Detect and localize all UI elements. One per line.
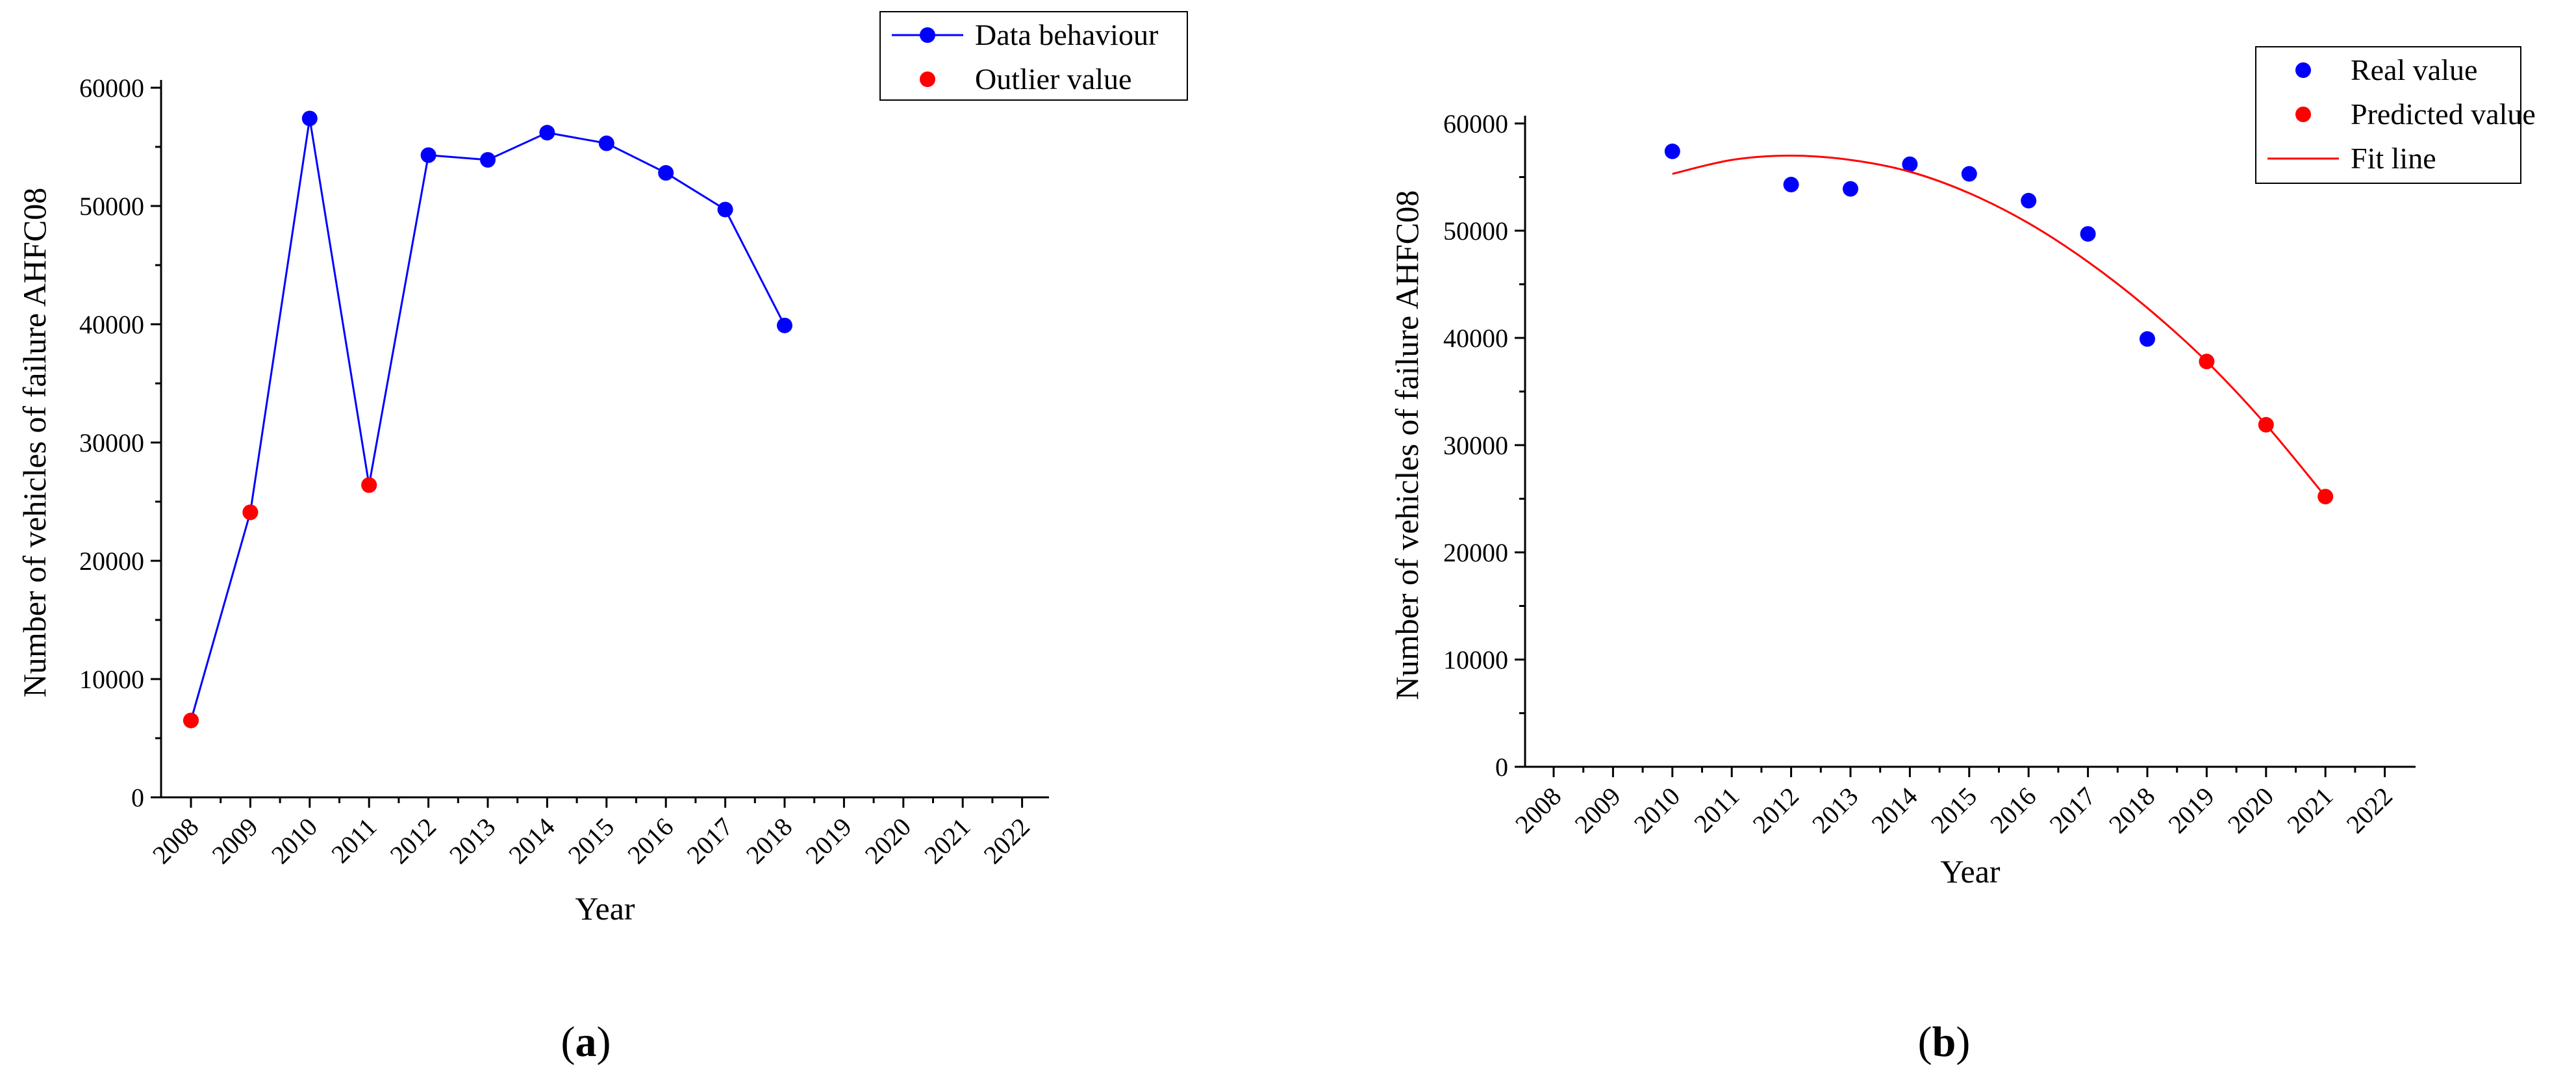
x-tick-label: 2018 xyxy=(740,812,798,869)
legend-label: Fit line xyxy=(2351,142,2436,175)
y-tick-label: 40000 xyxy=(79,310,144,339)
data-point xyxy=(2021,192,2037,209)
x-tick-label: 2011 xyxy=(325,812,382,869)
y-tick-label: 10000 xyxy=(79,665,144,694)
series-line-2 xyxy=(1672,154,2327,498)
data-point xyxy=(242,504,259,521)
y-axis-label: Number of vehicles of failure AHFC08 xyxy=(1389,190,1425,701)
x-tick-label: 2021 xyxy=(918,812,976,869)
y-tick-label: 40000 xyxy=(1443,324,1508,353)
data-point xyxy=(658,165,674,181)
data-point xyxy=(1843,181,1858,197)
x-tick-label: 2013 xyxy=(444,812,501,869)
legend-label: Predicted value xyxy=(2351,97,2536,131)
data-point xyxy=(1664,143,1680,159)
panel-label-letter: b xyxy=(1932,1018,1956,1066)
x-tick-label: 2009 xyxy=(206,812,263,869)
y-tick-label: 60000 xyxy=(79,73,144,103)
data-point xyxy=(2080,225,2096,242)
x-tick-label: 2010 xyxy=(1628,782,1686,839)
x-tick-label: 2016 xyxy=(622,812,679,869)
y-tick-label: 50000 xyxy=(79,192,144,221)
y-tick-label: 10000 xyxy=(1443,645,1508,675)
y-tick-label: 20000 xyxy=(1443,538,1508,567)
x-tick-label: 2015 xyxy=(562,812,620,869)
data-point xyxy=(598,135,614,151)
panel-label: (a) xyxy=(561,1018,611,1066)
x-tick-label: 2017 xyxy=(2044,782,2101,839)
data-point xyxy=(361,477,377,493)
data-point xyxy=(1902,156,1918,172)
x-tick-label: 2020 xyxy=(859,812,916,869)
data-point xyxy=(420,147,436,163)
x-axis-label: Year xyxy=(575,890,635,927)
legend-marker xyxy=(2295,107,2311,122)
x-axis-label: Year xyxy=(1940,853,2000,890)
x-tick-label: 2019 xyxy=(2162,782,2219,839)
legend-marker xyxy=(920,27,935,43)
series-line-0 xyxy=(190,118,786,721)
y-tick-label: 0 xyxy=(131,783,144,812)
x-tick-label: 2019 xyxy=(800,812,857,869)
legend-label: Outlier value xyxy=(975,62,1131,96)
panel-label: (b) xyxy=(1918,1018,1971,1066)
y-tick-label: 30000 xyxy=(79,428,144,457)
x-tick-label: 2014 xyxy=(503,812,560,869)
x-tick-label: 2013 xyxy=(1806,782,1863,839)
x-tick-label: 2022 xyxy=(2341,782,2398,839)
data-point xyxy=(539,125,555,141)
legend-marker xyxy=(2295,62,2311,78)
data-point xyxy=(480,152,496,168)
y-tick-label: 60000 xyxy=(1443,109,1508,138)
x-tick-label: 2012 xyxy=(1747,782,1804,839)
x-tick-label: 2018 xyxy=(2103,782,2160,839)
x-tick-label: 2011 xyxy=(1688,782,1745,838)
panel-label-close: ) xyxy=(597,1018,611,1066)
x-tick-label: 2008 xyxy=(1509,782,1567,839)
data-point xyxy=(1783,177,1799,193)
legend-label: Real value xyxy=(2351,53,2477,86)
x-tick-label: 2015 xyxy=(1925,782,1982,839)
y-tick-label: 30000 xyxy=(1443,431,1508,460)
legend-label: Data behaviour xyxy=(975,18,1158,51)
x-tick-label: 2010 xyxy=(266,812,323,869)
data-point xyxy=(301,110,318,127)
x-tick-label: 2012 xyxy=(385,812,442,869)
y-tick-label: 50000 xyxy=(1443,216,1508,246)
legend-marker xyxy=(920,71,935,87)
x-tick-label: 2021 xyxy=(2281,782,2338,839)
data-point xyxy=(777,317,792,333)
panel-label-open: ( xyxy=(1918,1018,1932,1066)
x-tick-label: 2016 xyxy=(1984,782,2041,839)
data-point xyxy=(2140,331,2155,347)
panel-label-close: ) xyxy=(1956,1018,1970,1066)
data-point xyxy=(1961,166,1977,182)
x-tick-label: 2008 xyxy=(147,812,204,869)
y-tick-label: 0 xyxy=(1495,752,1508,782)
x-tick-label: 2009 xyxy=(1569,782,1626,839)
x-tick-label: 2022 xyxy=(978,812,1035,869)
data-point xyxy=(183,712,199,728)
y-axis-label: Number of vehicles of failure AHFC08 xyxy=(16,188,53,698)
x-tick-label: 2017 xyxy=(681,812,739,869)
x-tick-label: 2014 xyxy=(1865,782,1923,839)
panel-label-letter: a xyxy=(575,1018,597,1066)
panel-label-open: ( xyxy=(561,1018,575,1066)
x-tick-label: 2020 xyxy=(2222,782,2279,839)
y-tick-label: 20000 xyxy=(79,546,144,576)
data-point xyxy=(717,201,733,218)
